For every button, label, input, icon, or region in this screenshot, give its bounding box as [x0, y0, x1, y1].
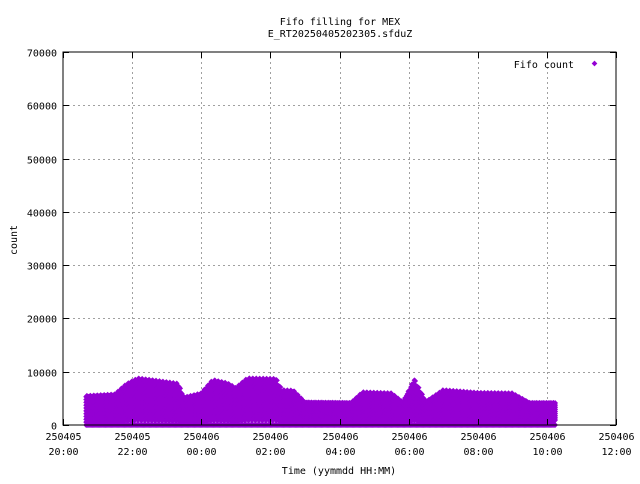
- grid: [63, 52, 616, 425]
- data-points: [83, 375, 558, 427]
